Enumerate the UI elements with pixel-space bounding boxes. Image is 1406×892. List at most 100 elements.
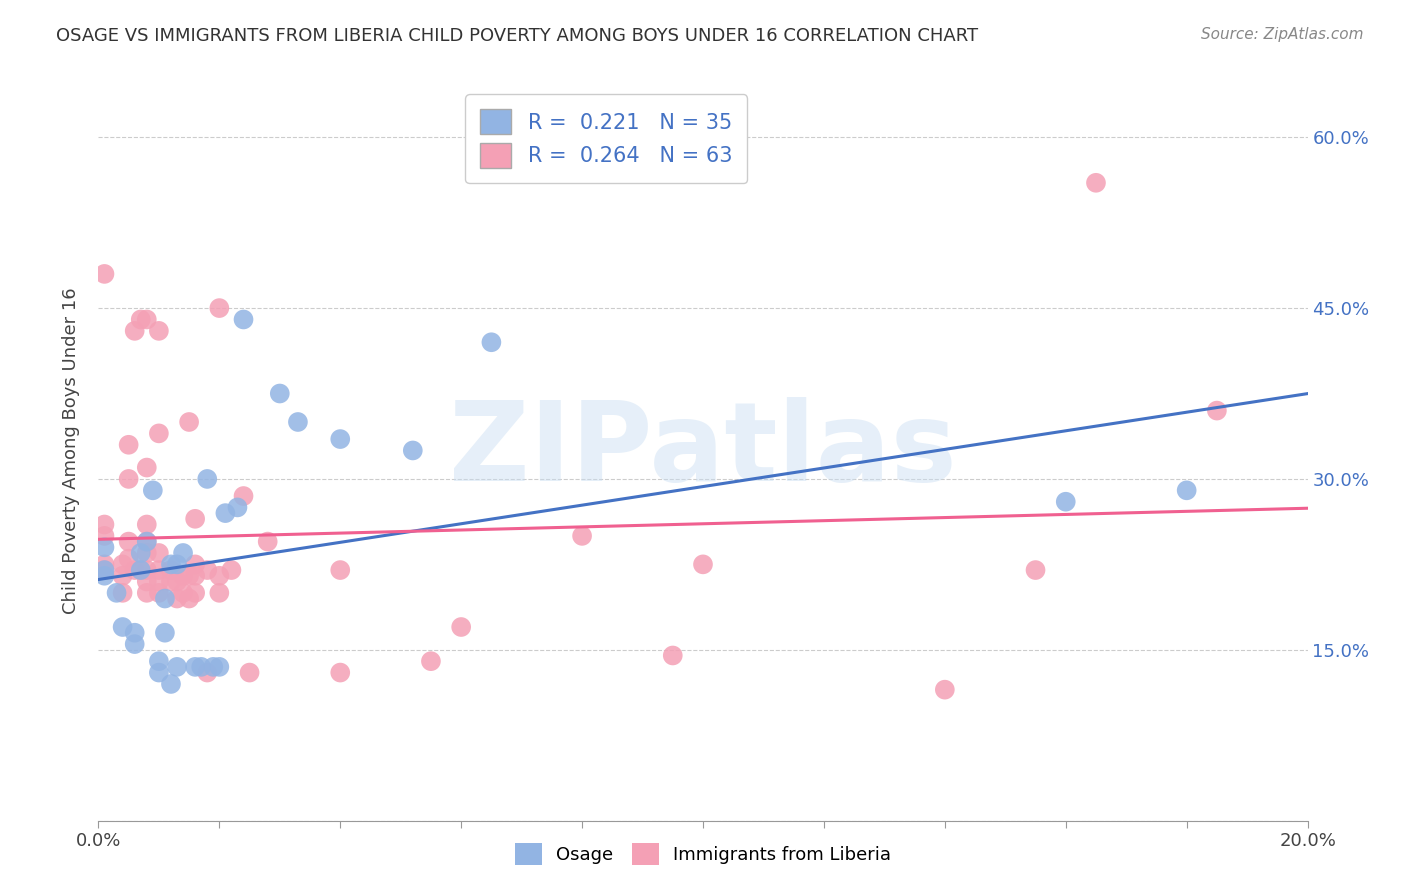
Point [160,558,183,572]
Point [148,563,170,577]
Point [420,654,443,668]
Point [1024,563,1046,577]
Point [166,660,188,674]
Point [93,529,115,543]
Point [118,534,141,549]
Point [179,415,201,429]
Y-axis label: Child Poverty Among Boys Under 16: Child Poverty Among Boys Under 16 [62,287,80,614]
Point [93,563,115,577]
Point [118,438,141,452]
Point [287,415,309,429]
Point [93,541,115,555]
Point [135,574,157,589]
Point [135,534,157,549]
Point [153,591,176,606]
Point [329,432,352,446]
Point [166,558,188,572]
Point [184,512,207,526]
Point [269,386,291,401]
Point [232,312,254,326]
Point [129,563,152,577]
Point [148,574,170,589]
Point [208,568,231,582]
Point [135,546,157,560]
Point [195,563,218,577]
Point [1175,483,1198,498]
Point [148,654,170,668]
Point [105,586,128,600]
Point [1085,176,1108,190]
Point [135,460,157,475]
Point [214,506,236,520]
Point [481,335,503,350]
Point [172,568,194,582]
Point [208,301,231,315]
Point [1206,403,1229,417]
Point [450,620,472,634]
Point [118,551,141,566]
Point [195,665,218,680]
Point [208,660,231,674]
Point [934,682,956,697]
Point [179,568,201,582]
Legend: R =  0.221   N = 35, R =  0.264   N = 63: R = 0.221 N = 35, R = 0.264 N = 63 [465,95,747,183]
Point [111,586,134,600]
Point [226,500,249,515]
Point [232,489,254,503]
Point [208,586,231,600]
Point [118,472,141,486]
Legend: Osage, Immigrants from Liberia: Osage, Immigrants from Liberia [508,836,898,872]
Point [111,558,134,572]
Point [142,483,165,498]
Point [148,426,170,441]
Point [166,591,188,606]
Point [124,563,146,577]
Point [93,563,115,577]
Point [184,558,207,572]
Text: OSAGE VS IMMIGRANTS FROM LIBERIA CHILD POVERTY AMONG BOYS UNDER 16 CORRELATION C: OSAGE VS IMMIGRANTS FROM LIBERIA CHILD P… [56,27,979,45]
Point [124,637,146,651]
Point [93,558,115,572]
Point [239,665,262,680]
Point [124,625,146,640]
Point [571,529,593,543]
Point [692,558,714,572]
Point [111,620,134,634]
Point [148,665,170,680]
Point [402,443,425,458]
Point [256,534,278,549]
Point [129,546,152,560]
Point [172,546,194,560]
Point [179,591,201,606]
Point [111,568,134,582]
Point [148,586,170,600]
Point [135,563,157,577]
Point [93,517,115,532]
Point [329,563,352,577]
Point [93,568,115,582]
Point [1054,494,1077,508]
Point [135,312,157,326]
Point [148,546,170,560]
Point [195,472,218,486]
Point [160,677,183,691]
Point [129,312,152,326]
Point [329,665,352,680]
Point [166,574,188,589]
Point [135,534,157,549]
Point [124,324,146,338]
Text: ZIPatlas: ZIPatlas [449,397,957,504]
Point [93,267,115,281]
Point [153,625,176,640]
Point [184,660,207,674]
Text: Source: ZipAtlas.com: Source: ZipAtlas.com [1201,27,1364,42]
Point [184,586,207,600]
Point [129,563,152,577]
Point [160,574,183,589]
Point [184,568,207,582]
Point [135,517,157,532]
Point [661,648,683,663]
Point [135,586,157,600]
Point [221,563,243,577]
Point [148,324,170,338]
